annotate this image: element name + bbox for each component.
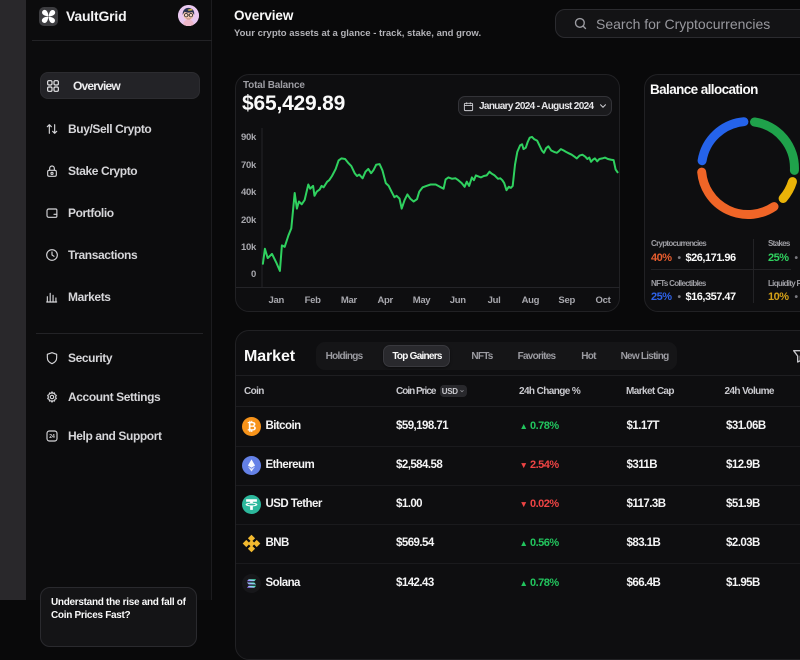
svg-text:24: 24 (49, 434, 55, 440)
svg-text:₿: ₿ (247, 421, 256, 433)
